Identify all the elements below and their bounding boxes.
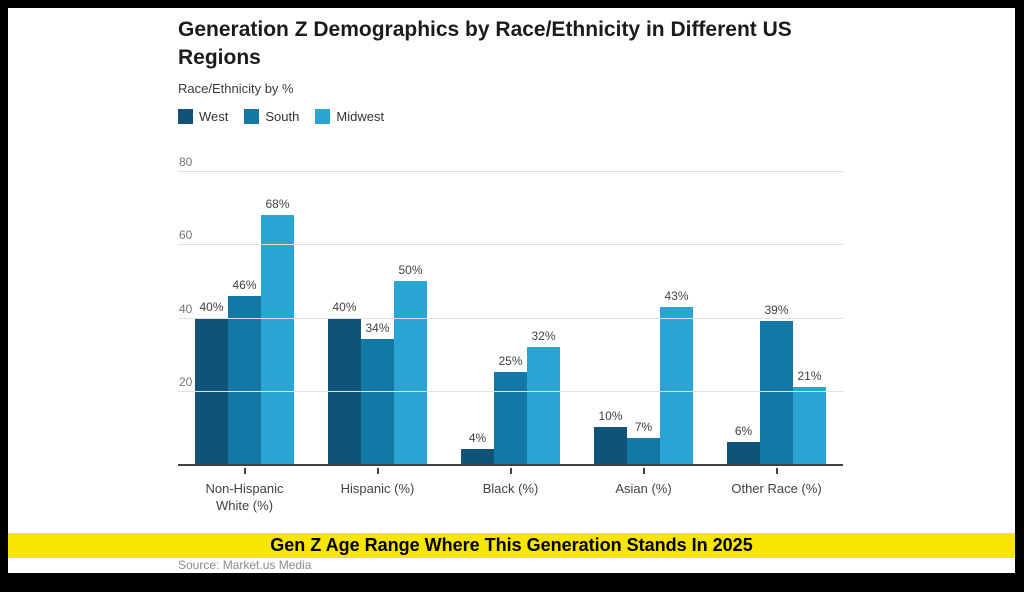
bar-value-label: 4% [468, 431, 487, 446]
bar-unit: 68% [261, 171, 294, 464]
legend: West South Midwest [178, 109, 384, 124]
gridline: 20 [178, 375, 843, 392]
bar-south [228, 295, 261, 464]
bar-south [494, 372, 527, 464]
bar-unit: 39% [760, 171, 793, 464]
bar-unit: 10% [594, 171, 627, 464]
x-category-label: Other Race (%) [731, 481, 822, 496]
x-category-label: Asian (%) [615, 481, 672, 496]
gridline: 60 [178, 228, 843, 246]
x-axis-cell: Other Race (%) [710, 468, 843, 514]
x-tick [509, 468, 512, 474]
legend-swatch-west [178, 109, 193, 124]
bar-unit: 6% [727, 171, 760, 464]
bar-midwest [261, 214, 294, 464]
legend-swatch-midwest [315, 109, 331, 124]
ytick-label: 60 [179, 228, 193, 243]
ytick-label: 20 [179, 374, 193, 389]
bar-value-label: 40% [332, 299, 357, 314]
gridline: 80 [178, 155, 843, 172]
bar-south [760, 321, 793, 464]
bar-group: 10% 7% 43% [577, 171, 710, 464]
bar-unit: 7% [627, 171, 660, 464]
x-axis-cell: Black (%) [444, 468, 577, 514]
bar-value-label: 32% [531, 328, 556, 343]
bar-unit: 46% [228, 171, 261, 464]
x-tick [243, 468, 246, 474]
bar-value-label: 25% [498, 354, 523, 369]
x-tick [775, 468, 778, 474]
bar-groups-row: 40% 46% 68% 40% 34% 50% 4% 25% 32% 10% 7% 43% 6% 39% 2… [178, 171, 843, 464]
highlight-banner: Gen Z Age Range Where This Generation St… [8, 533, 1015, 558]
bar-unit: 43% [660, 171, 693, 464]
source-note: Source: Market.us Media [178, 558, 312, 572]
x-axis-cell: Non-Hispanic White (%) [178, 468, 311, 514]
banner-text: Gen Z Age Range Where This Generation St… [270, 535, 753, 555]
x-axis-cell: Hispanic (%) [311, 468, 444, 514]
bar-value-label: 50% [398, 262, 423, 277]
chart-subtitle: Race/Ethnicity by % [178, 81, 294, 96]
x-tick [376, 468, 379, 474]
bar-value-label: 43% [664, 288, 689, 303]
legend-item-west: West [178, 109, 228, 124]
legend-item-midwest: Midwest [315, 109, 384, 124]
chart-card: Generation Z Demographics by Race/Ethnic… [8, 8, 1015, 573]
bar-midwest [793, 387, 826, 464]
legend-label: West [199, 109, 229, 124]
bar-value-label: 7% [634, 420, 653, 435]
bar-west [461, 449, 494, 464]
x-tick [642, 468, 645, 474]
x-category-label: Non-Hispanic White (%) [205, 481, 284, 513]
bar-midwest [660, 306, 693, 464]
bar-value-label: 21% [797, 369, 822, 384]
bar-value-label: 68% [265, 196, 290, 211]
x-category-label: Black (%) [482, 481, 539, 496]
bar-south [627, 438, 660, 464]
x-category-label: Hispanic (%) [340, 481, 415, 496]
plot-area: 40% 46% 68% 40% 34% 50% 4% 25% 32% 10% 7% 43% 6% 39% 2… [178, 155, 843, 466]
bar-midwest [527, 346, 560, 464]
bar-group: 6% 39% 21% [710, 171, 843, 464]
bar-unit: 50% [394, 171, 427, 464]
bar-value-label: 46% [232, 277, 257, 292]
bar-midwest [394, 280, 427, 464]
legend-label: South [265, 109, 300, 124]
bar-unit: 34% [361, 171, 394, 464]
ytick-label: 40 [179, 301, 193, 316]
x-axis: Non-Hispanic White (%) Hispanic (%) Black … [178, 468, 843, 514]
bar-unit: 32% [527, 171, 560, 464]
bar-value-label: 10% [598, 409, 623, 424]
bar-unit: 4% [461, 171, 494, 464]
ytick-label: 80 [179, 154, 193, 169]
bar-unit: 21% [793, 171, 826, 464]
legend-label: Midwest [336, 109, 385, 124]
gridline: 40 [178, 301, 843, 319]
bar-value-label: 40% [199, 299, 224, 314]
x-axis-cell: Asian (%) [577, 468, 710, 514]
bar-unit: 25% [494, 171, 527, 464]
bar-group: 4% 25% 32% [444, 171, 577, 464]
bar-west [594, 427, 627, 464]
bar-value-label: 39% [764, 303, 789, 318]
legend-item-south: South [244, 109, 299, 124]
legend-swatch-south [244, 109, 260, 124]
bar-value-label: 6% [734, 424, 753, 439]
chart-title: Generation Z Demographics by Race/Ethnic… [178, 18, 792, 69]
bar-south [361, 339, 394, 464]
bar-value-label: 34% [365, 321, 390, 336]
bar-west [727, 442, 760, 464]
